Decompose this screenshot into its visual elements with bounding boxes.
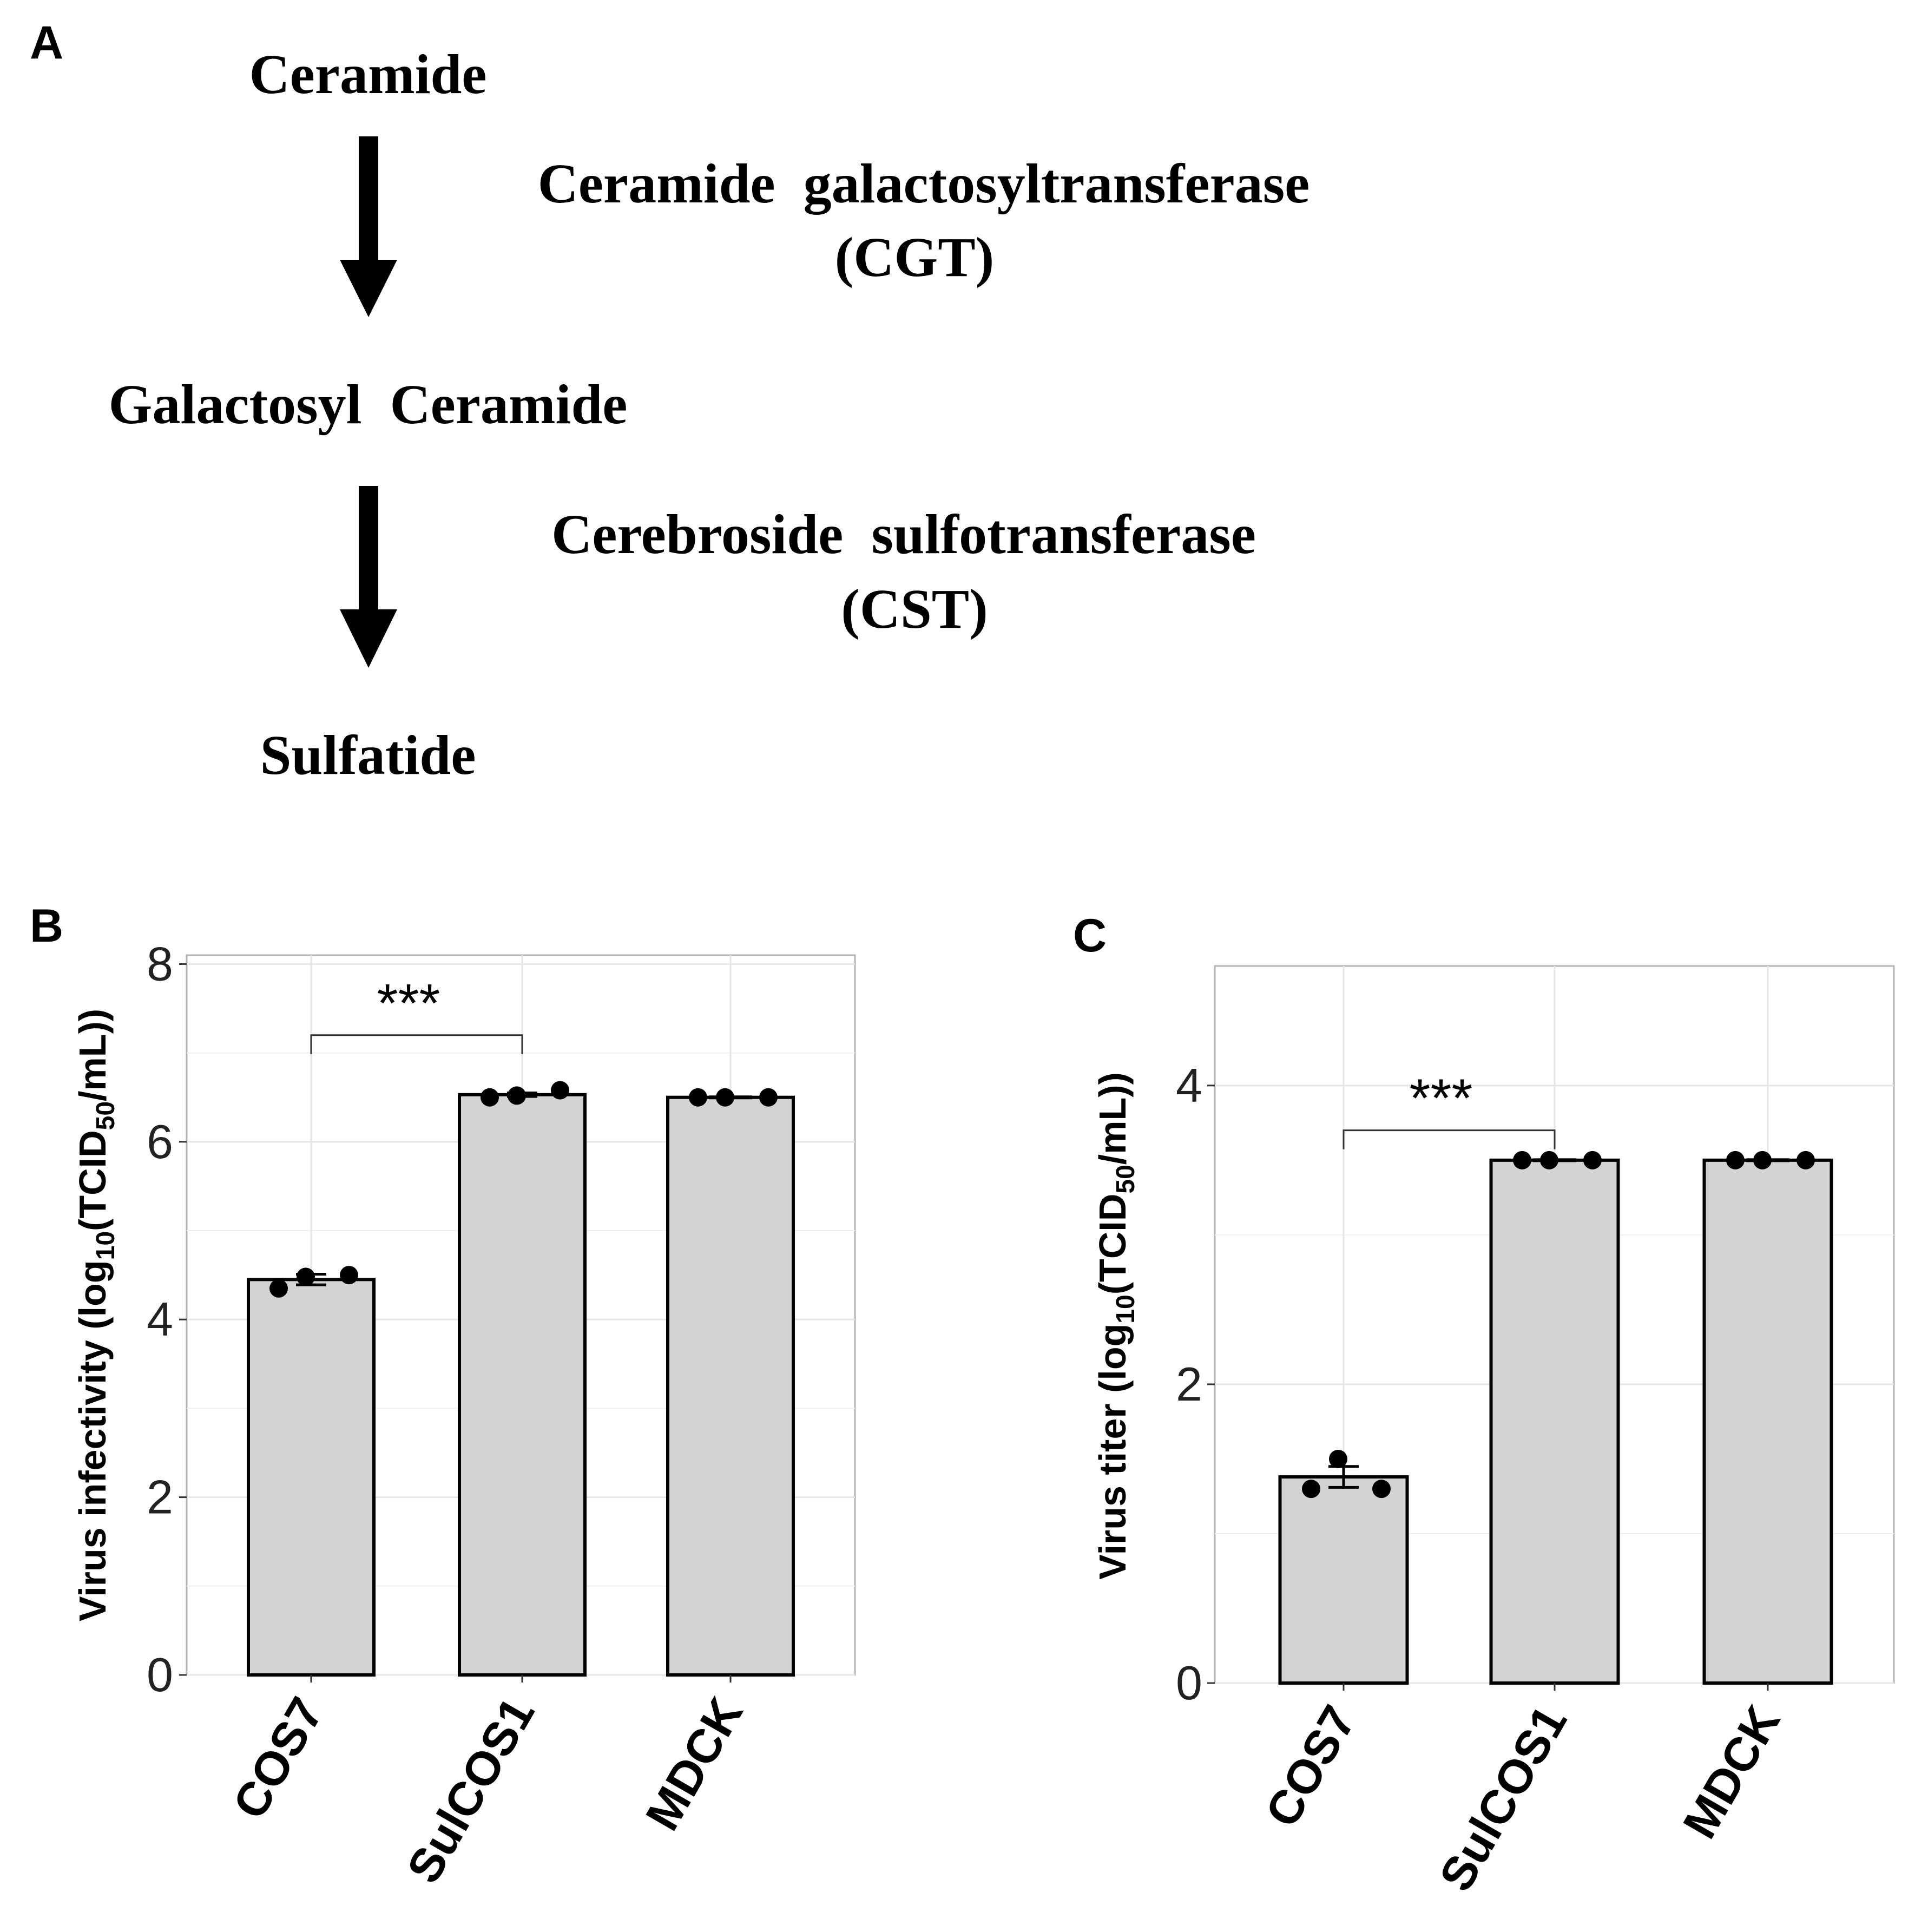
y-axis-label-b: Virus infectivity (log10(TCID50/mL)) <box>71 1009 120 1621</box>
data-point-c-sulcos1 <box>1540 1151 1558 1169</box>
data-point-b-mdck <box>716 1088 734 1107</box>
data-point-c-mdck <box>1726 1151 1745 1169</box>
y-tick-label-b: 2 <box>147 1470 173 1524</box>
y-tick-label-c: 4 <box>1176 1059 1202 1112</box>
y-axis-label-part-b: Virus infectivity (log <box>71 1260 114 1621</box>
data-point-c-mdck <box>1753 1151 1772 1169</box>
data-point-b-cos7 <box>340 1266 358 1285</box>
y-axis-label-part-c: (TCID <box>1091 1194 1134 1295</box>
data-point-c-sulcos1 <box>1583 1151 1602 1169</box>
y-axis-label-part-c: 10 <box>1111 1294 1140 1323</box>
chart-b: B 0 2 4 6 8 COS7 SulCOS1 MDCK *** Virus infectivit… <box>30 900 856 1892</box>
y-tick-label-c: 2 <box>1176 1357 1202 1411</box>
y-tick-label-b: 8 <box>147 937 173 990</box>
arrow-2-head <box>340 609 397 668</box>
panel-label-c: C <box>1073 910 1107 962</box>
y-axis-label-part-c: /mL)) <box>1091 1072 1134 1165</box>
data-point-c-sulcos1 <box>1513 1151 1531 1169</box>
x-tick-label-b-cos7: COS7 <box>222 1688 334 1828</box>
significance-label-b: *** <box>377 973 440 1034</box>
arrow-2-shaft <box>359 486 378 612</box>
significance-bracket-b <box>310 1034 523 1054</box>
enzyme-cgt-abbr: (CGT) <box>835 226 995 288</box>
bar-c-sulcos1 <box>1489 1158 1620 1685</box>
y-axis-label-part-b: (TCID <box>71 1130 114 1231</box>
data-point-b-mdck <box>689 1088 707 1107</box>
compound-ceramide: Ceramide <box>249 43 487 106</box>
arrow-1-shaft <box>359 136 378 262</box>
data-point-b-cos7 <box>297 1267 315 1286</box>
arrow-1-head <box>340 260 397 317</box>
significance-label-c: *** <box>1410 1068 1473 1129</box>
bar-b-cos7 <box>247 1278 376 1677</box>
x-tick-label-b-mdck: MDCK <box>635 1688 753 1839</box>
x-tick-label-c-sulcos1: SulCOS1 <box>1429 1697 1577 1900</box>
data-point-b-mdck <box>759 1088 778 1107</box>
panel-label-b: B <box>30 900 63 952</box>
enzyme-cst-abbr: (CST) <box>841 578 988 640</box>
data-point-c-cos7 <box>1329 1449 1347 1468</box>
data-point-b-sulcos1 <box>551 1081 569 1100</box>
bar-c-mdck <box>1702 1158 1833 1685</box>
data-point-b-sulcos1 <box>481 1088 499 1107</box>
data-point-b-cos7 <box>269 1279 288 1298</box>
compound-sulfatide: Sulfatide <box>260 724 476 786</box>
y-tick-label-b: 6 <box>147 1115 173 1168</box>
y-axis-label-part-b: /mL)) <box>71 1009 114 1101</box>
bar-b-mdck <box>666 1095 795 1677</box>
pathway-diagram: A Ceramide Ceramide galactosyltransferas… <box>30 17 1309 786</box>
arrow-1 <box>340 136 397 317</box>
y-axis-label-part-c: 50 <box>1111 1165 1140 1193</box>
y-tick-label-b: 4 <box>147 1292 173 1346</box>
y-axis-label-part-b: 10 <box>91 1231 120 1260</box>
bar-c-cos7 <box>1278 1475 1409 1685</box>
enzyme-cst-name: Cerebroside sulfotransferase <box>551 503 1256 566</box>
data-point-c-cos7 <box>1302 1480 1320 1499</box>
x-tick-label-c-mdck: MDCK <box>1673 1697 1791 1847</box>
y-axis-label-part-c: Virus titer (log <box>1091 1324 1134 1580</box>
bar-b-sulcos1 <box>458 1093 587 1677</box>
panel-label-a: A <box>30 17 63 69</box>
x-tick-label-b-sulcos1: SulCOS1 <box>396 1688 544 1892</box>
arrow-2 <box>340 486 397 668</box>
enzyme-cgt-name: Ceramide galactosyltransferase <box>538 153 1310 215</box>
compound-galactosyl-ceramide: Galactosyl Ceramide <box>109 373 628 436</box>
data-point-c-cos7 <box>1372 1480 1391 1499</box>
data-point-c-mdck <box>1796 1151 1815 1169</box>
x-tick-label-c-cos7: COS7 <box>1255 1697 1366 1836</box>
significance-bracket-c <box>1343 1129 1556 1149</box>
data-point-b-sulcos1 <box>508 1086 526 1105</box>
y-tick-label-b: 0 <box>147 1648 173 1701</box>
y-axis-label-part-b: 50 <box>91 1101 120 1130</box>
y-tick-label-c: 0 <box>1176 1656 1202 1710</box>
y-axis-label-c: Virus titer (log10(TCID50/mL)) <box>1091 1072 1140 1580</box>
chart-c: C 0 2 4 COS7 SulCOS1 MDCK *** Virus titer (log10… <box>1073 910 1895 1900</box>
